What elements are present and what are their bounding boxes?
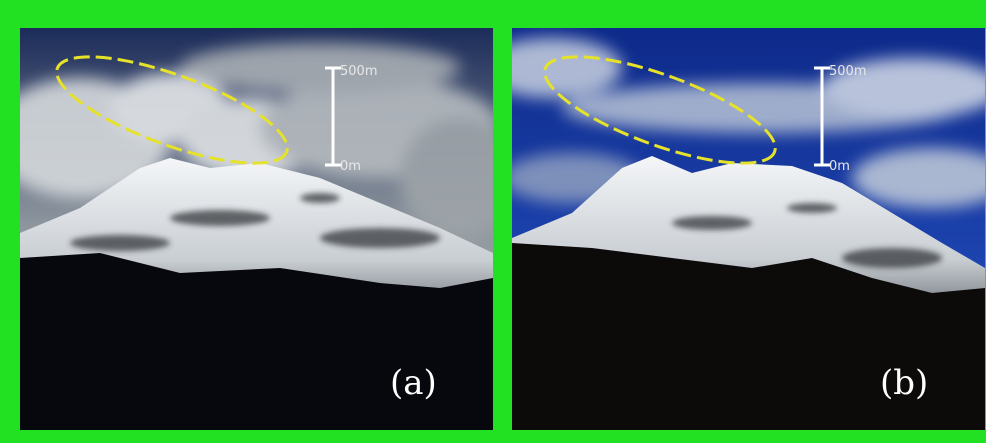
scale-bottom: 0m bbox=[340, 159, 361, 174]
highlight-ellipse bbox=[543, 55, 777, 165]
scale-top: 500m bbox=[340, 64, 377, 79]
scale-bar bbox=[814, 66, 830, 167]
panel-label: (b) bbox=[880, 363, 928, 403]
panel-a: 500m 0m (a) bbox=[20, 28, 493, 430]
scale-top: 500m bbox=[829, 64, 866, 79]
highlight-ellipse bbox=[55, 55, 289, 165]
panel-b: 500m 0m (b) bbox=[512, 28, 985, 430]
scale-bottom: 0m bbox=[829, 159, 850, 174]
scale-bar bbox=[325, 66, 341, 167]
panel-label: (a) bbox=[390, 363, 437, 403]
